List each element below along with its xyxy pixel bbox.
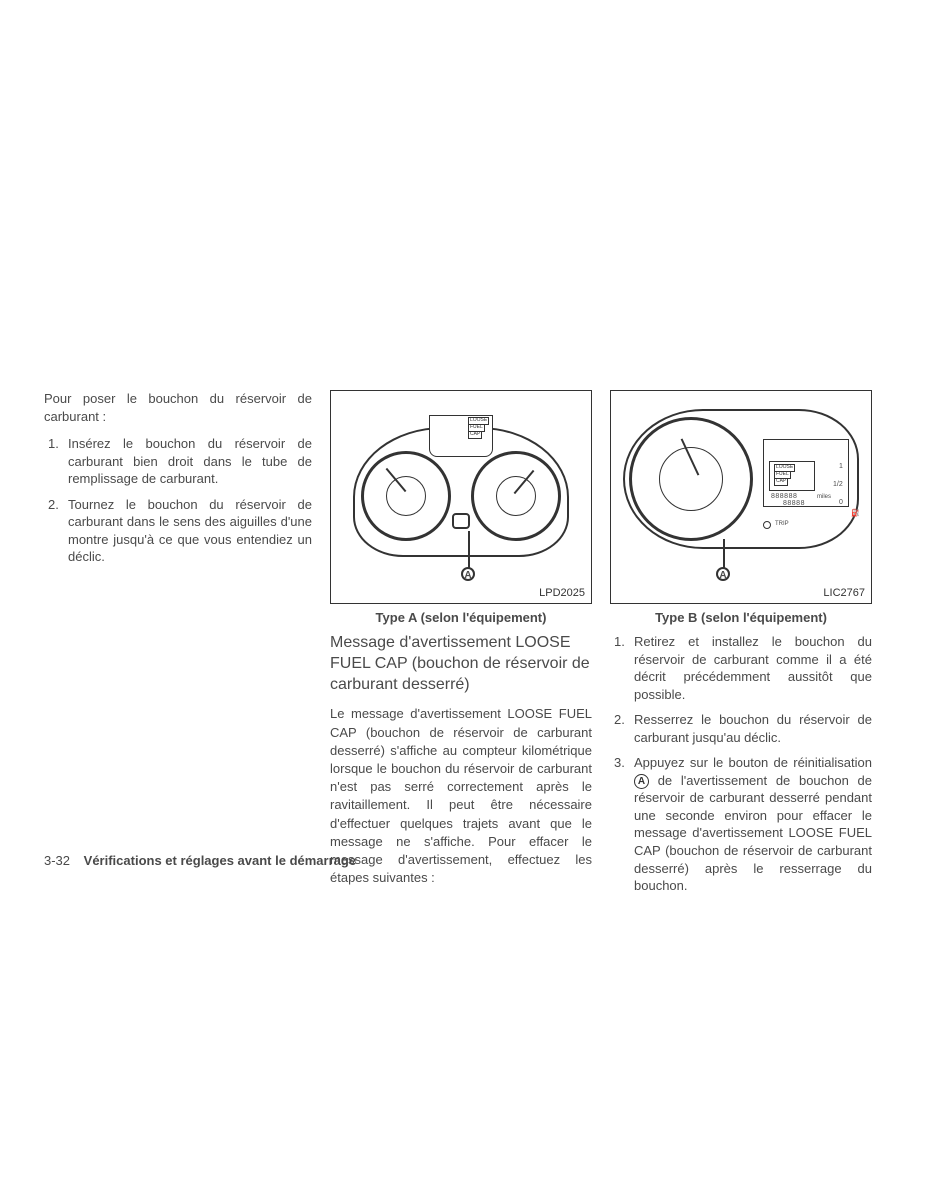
marker-a: A [716,567,730,581]
list-item: Resserrez le bouchon du réservoir de car… [610,711,872,746]
figure-type-a: LOOSE FUEL CAP A LPD2025 [330,390,592,604]
figure-id: LIC2767 [823,587,865,599]
page-number: 3-32 [44,853,70,868]
trip-label: TRIP [775,521,789,527]
column-2: LOOSE FUEL CAP A LPD2025 Type A (selon l… [330,390,592,903]
miles-label: miles [817,494,831,500]
page-footer: 3-32 Vérifications et réglages avant le … [44,853,356,868]
figure-caption-a: Type A (selon l'équipement) [330,610,592,625]
gauge-tick: 0 [839,499,843,506]
gauge-tick: 1 [839,463,843,470]
install-steps-list: Insérez le bouchon du réservoir de carbu… [44,435,312,566]
subheading: Message d'avertissement LOOSE FUEL CAP (… [330,633,592,695]
list-item: Insérez le bouchon du réservoir de carbu… [44,435,312,488]
figure-type-b: LOOSE FUEL CAP miles 888888 88888 1 1/2 … [610,390,872,604]
intro-text: Pour poser le bouchon du réservoir de ca… [44,390,312,425]
figure-id: LPD2025 [539,587,585,599]
list-item: Retirez et installez le bouchon du réser… [610,633,872,703]
reset-steps-list: Retirez et installez le bouchon du réser… [610,633,872,895]
list-item: Tournez le bouchon du réservoir de carbu… [44,496,312,566]
marker-a: A [461,567,475,581]
section-title: Vérifications et réglages avant le démar… [84,853,356,868]
panel-label: CAP [774,478,788,486]
body-text: Le message d'avertissement LOOSE FUEL CA… [330,705,592,887]
figure-caption-b: Type B (selon l'équipement) [610,610,872,625]
panel-label: CAP [468,431,482,439]
inline-marker-a: A [634,774,649,789]
column-3: LOOSE FUEL CAP miles 888888 88888 1 1/2 … [610,390,872,903]
list-item: Appuyez sur le bouton de réinitialisatio… [610,754,872,894]
page-content: Pour poser le bouchon du réservoir de ca… [44,390,882,903]
column-1: Pour poser le bouchon du réservoir de ca… [44,390,312,903]
gauge-tick: 1/2 [833,481,843,488]
column-layout: Pour poser le bouchon du réservoir de ca… [44,390,882,903]
